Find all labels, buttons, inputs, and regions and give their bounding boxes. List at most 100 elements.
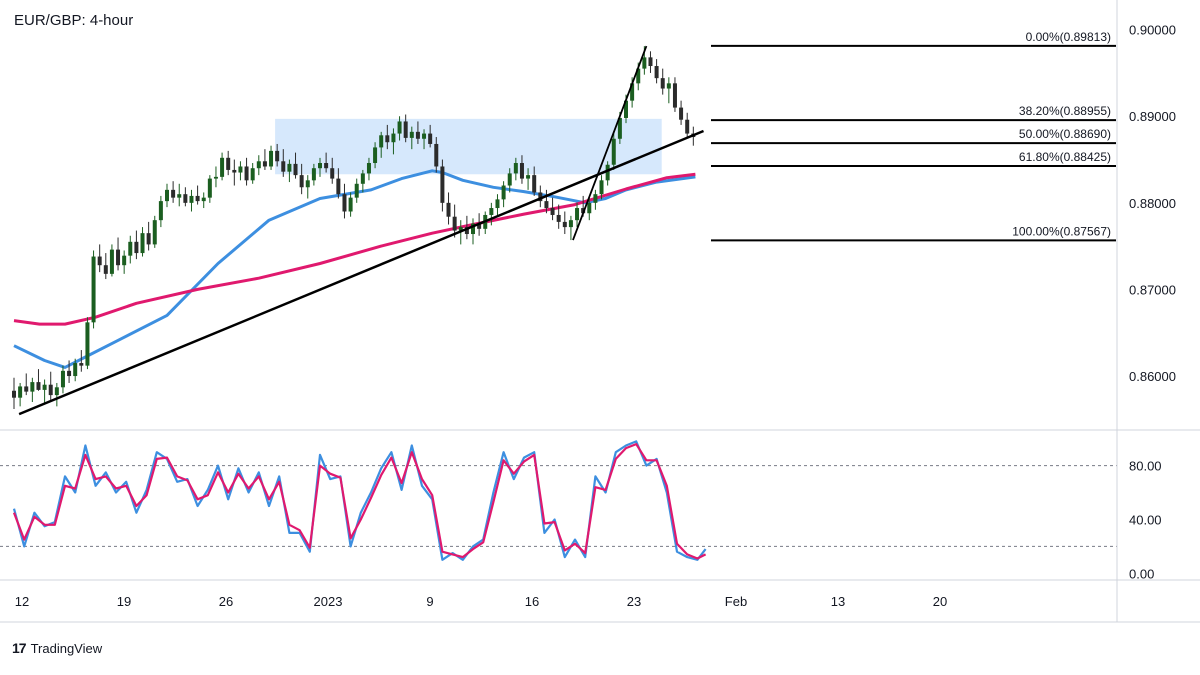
candle[interactable]	[599, 175, 604, 200]
candle[interactable]	[42, 379, 47, 404]
candle[interactable]	[189, 189, 194, 212]
candle[interactable]	[195, 185, 200, 205]
candle[interactable]	[605, 161, 610, 186]
resistance-zone[interactable]	[275, 118, 662, 175]
candle[interactable]	[409, 126, 414, 150]
candle[interactable]	[146, 221, 151, 251]
candle[interactable]	[177, 183, 182, 207]
candle[interactable]	[556, 204, 561, 229]
candle[interactable]	[495, 194, 500, 217]
candle[interactable]	[593, 189, 598, 210]
candle[interactable]	[679, 100, 684, 125]
candle[interactable]	[79, 350, 84, 372]
candle[interactable]	[158, 195, 163, 228]
candle[interactable]	[165, 183, 169, 208]
stochastic-d-line[interactable]	[12, 443, 707, 560]
candle[interactable]	[30, 377, 35, 403]
candle[interactable]	[538, 185, 543, 208]
candle[interactable]	[213, 166, 218, 188]
candle[interactable]	[262, 149, 267, 170]
candle[interactable]	[513, 157, 518, 181]
candle[interactable]	[244, 157, 249, 186]
candle[interactable]	[385, 124, 390, 150]
candle[interactable]	[434, 137, 439, 173]
moving-average-slow[interactable]	[13, 172, 696, 326]
candle[interactable]	[140, 227, 145, 257]
candle[interactable]	[440, 159, 445, 212]
candle[interactable]	[519, 155, 524, 184]
candle[interactable]	[575, 202, 580, 228]
candle[interactable]	[226, 150, 231, 176]
candle[interactable]	[360, 169, 365, 193]
candle[interactable]	[207, 175, 212, 203]
swing-trendline[interactable]	[572, 45, 648, 241]
candle[interactable]	[67, 360, 72, 383]
candle[interactable]	[109, 244, 114, 277]
candle[interactable]	[183, 187, 188, 207]
candle[interactable]	[348, 192, 353, 217]
stochastic-k-line[interactable]	[12, 440, 707, 561]
candle[interactable]	[220, 152, 225, 181]
candle[interactable]	[171, 181, 176, 203]
candle[interactable]	[397, 116, 402, 141]
candle[interactable]	[256, 155, 261, 176]
candle[interactable]	[391, 128, 396, 155]
candle[interactable]	[568, 215, 573, 241]
candle[interactable]	[452, 204, 457, 238]
candle[interactable]	[354, 178, 359, 203]
candle[interactable]	[330, 157, 335, 184]
candle[interactable]	[73, 358, 78, 382]
candle[interactable]	[654, 59, 659, 84]
candle[interactable]	[422, 129, 427, 150]
candle[interactable]	[85, 317, 90, 370]
candle[interactable]	[269, 145, 274, 170]
candle[interactable]	[305, 175, 310, 199]
candle[interactable]	[250, 163, 255, 184]
candle[interactable]	[12, 377, 16, 409]
candle[interactable]	[238, 161, 243, 181]
candle[interactable]	[342, 183, 347, 219]
candle[interactable]	[287, 159, 292, 183]
candle[interactable]	[116, 237, 121, 271]
candle[interactable]	[201, 192, 206, 209]
candle[interactable]	[507, 168, 512, 193]
candle[interactable]	[648, 51, 653, 73]
candle[interactable]	[152, 215, 157, 248]
candle[interactable]	[318, 157, 322, 177]
candle[interactable]	[562, 211, 567, 235]
candle[interactable]	[103, 253, 108, 280]
candle[interactable]	[97, 244, 102, 273]
ascending-trendline[interactable]	[18, 129, 704, 416]
candle[interactable]	[666, 77, 671, 104]
candle[interactable]	[428, 124, 433, 148]
candle[interactable]	[24, 373, 29, 396]
candle[interactable]	[471, 218, 475, 245]
candle[interactable]	[232, 159, 237, 186]
tradingview-logo[interactable]: 17 TradingView	[12, 640, 102, 656]
candle[interactable]	[660, 68, 665, 95]
candle[interactable]	[373, 142, 378, 169]
candle[interactable]	[532, 166, 537, 196]
candle[interactable]	[403, 114, 408, 143]
candle[interactable]	[281, 149, 286, 177]
candle[interactable]	[685, 112, 690, 138]
candle[interactable]	[550, 197, 555, 221]
candle[interactable]	[91, 250, 96, 329]
candle[interactable]	[299, 163, 304, 195]
candle[interactable]	[60, 365, 65, 394]
candle[interactable]	[128, 235, 133, 264]
candle[interactable]	[672, 77, 677, 112]
candle[interactable]	[544, 189, 549, 214]
candle[interactable]	[324, 152, 329, 173]
candle[interactable]	[293, 152, 298, 179]
candle[interactable]	[611, 133, 616, 170]
candle[interactable]	[489, 202, 494, 226]
candle[interactable]	[54, 382, 59, 407]
candle[interactable]	[36, 369, 41, 391]
candle[interactable]	[134, 230, 139, 260]
candle[interactable]	[366, 157, 371, 181]
candle[interactable]	[311, 163, 316, 186]
candle[interactable]	[415, 121, 420, 144]
candle[interactable]	[501, 181, 506, 208]
